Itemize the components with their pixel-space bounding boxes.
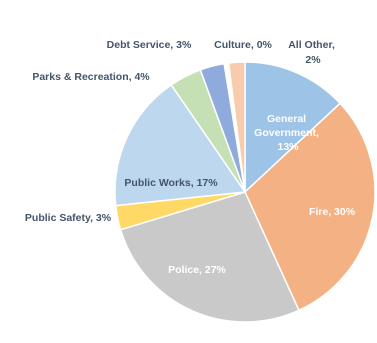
label-general-government-line1: General — [267, 113, 306, 125]
label-all-other: All Other, 2% — [288, 39, 338, 66]
label-culture: Culture, 0% — [214, 39, 272, 51]
label-public-safety: Public Safety, 3% — [25, 212, 112, 224]
label-police: Police, 27% — [168, 264, 226, 276]
label-all-other-line1: All Other, — [288, 39, 335, 51]
label-public-works: Public Works, 17% — [124, 177, 218, 189]
pie-slice-police — [119, 191, 300, 323]
pie-slice-general-government — [244, 61, 342, 194]
label-parks-recreation: Parks & Recreation, 4% — [32, 71, 150, 83]
label-all-other-line2: 2% — [305, 54, 321, 66]
label-debt-service: Debt Service, 3% — [107, 39, 192, 51]
pie-labels: General Government, 13% Fire, 30% Police… — [25, 39, 356, 276]
label-general-government: General Government, 13% — [254, 113, 322, 153]
pie-slices — [114, 61, 376, 323]
pie-slice-public-works — [114, 83, 247, 207]
pie-slice-all-other — [227, 61, 246, 193]
label-general-government-line2: Government, — [254, 127, 319, 139]
label-general-government-line3: 13% — [277, 141, 299, 153]
pie-slice-fire — [244, 102, 376, 312]
label-fire: Fire, 30% — [309, 206, 356, 218]
